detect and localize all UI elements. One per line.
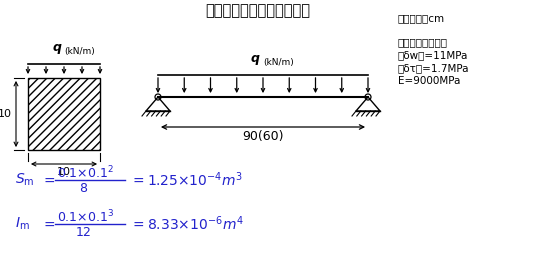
Text: ［δw］=11MPa: ［δw］=11MPa bbox=[398, 50, 468, 60]
Text: $12$: $12$ bbox=[75, 226, 92, 238]
Text: $=8.33{\times}10^{-6}m^4$: $=8.33{\times}10^{-6}m^4$ bbox=[130, 215, 244, 233]
Text: q: q bbox=[53, 41, 62, 54]
Text: $0.1{\times}0.1^2$: $0.1{\times}0.1^2$ bbox=[57, 165, 114, 181]
Text: ［δτ］=1.7MPa: ［δτ］=1.7MPa bbox=[398, 63, 469, 73]
Bar bbox=[28, 78, 100, 150]
Text: (kN/m): (kN/m) bbox=[263, 58, 294, 67]
Text: 90(60): 90(60) bbox=[242, 130, 284, 143]
Text: 10: 10 bbox=[0, 109, 12, 119]
Text: $8$: $8$ bbox=[79, 182, 88, 195]
Text: $=1.25{\times}10^{-4}m^3$: $=1.25{\times}10^{-4}m^3$ bbox=[130, 171, 243, 189]
Text: E=9000MPa: E=9000MPa bbox=[398, 76, 460, 86]
Text: $0.1{\times}0.1^3$: $0.1{\times}0.1^3$ bbox=[57, 209, 114, 225]
Text: $=$: $=$ bbox=[41, 217, 56, 231]
Text: (kN/m): (kN/m) bbox=[64, 47, 95, 56]
Text: $=$: $=$ bbox=[41, 173, 56, 187]
Text: $S_{\rm m}$: $S_{\rm m}$ bbox=[15, 172, 34, 188]
Text: 尺寸单位：cm: 尺寸单位：cm bbox=[398, 13, 445, 23]
Text: $I_{\rm m}$: $I_{\rm m}$ bbox=[15, 216, 30, 232]
Text: 方木材质为杉木，: 方木材质为杉木， bbox=[398, 37, 448, 47]
Text: 10: 10 bbox=[57, 167, 71, 177]
Text: 底模下横桥向方木受力简图: 底模下横桥向方木受力简图 bbox=[206, 3, 310, 18]
Text: q: q bbox=[251, 52, 260, 65]
